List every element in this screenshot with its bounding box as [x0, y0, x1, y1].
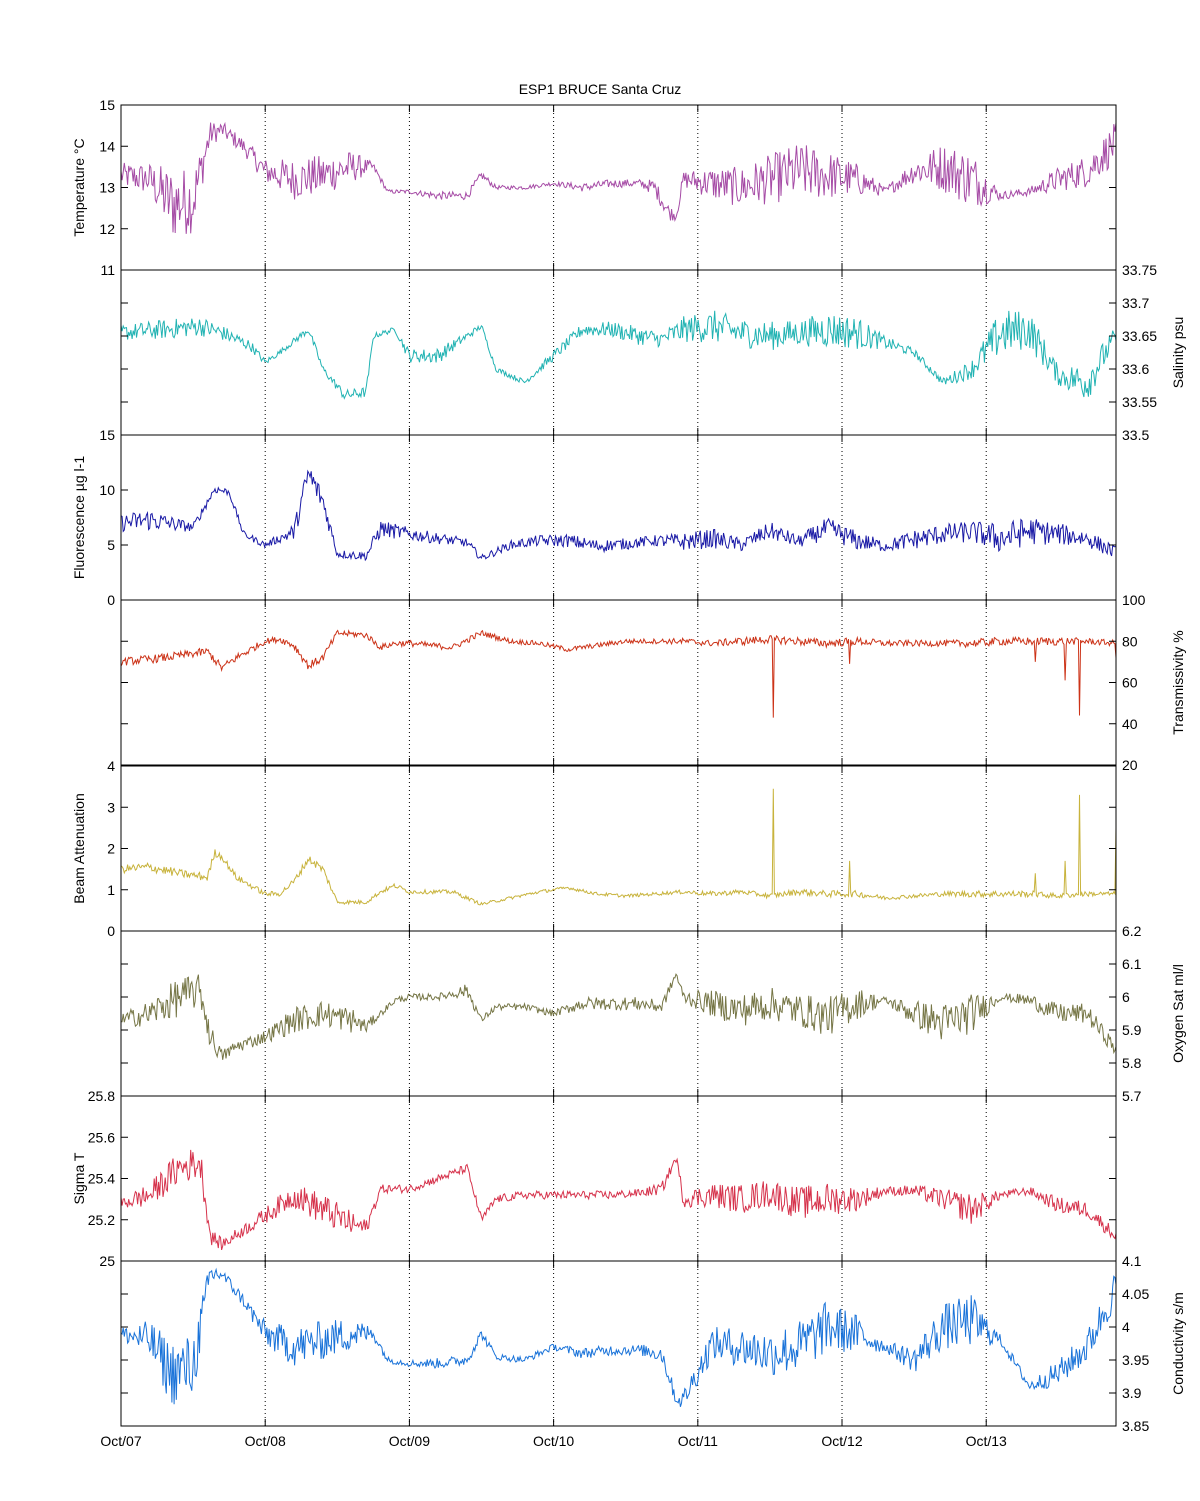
y-tick-label: 5.8	[1122, 1055, 1142, 1071]
panel-transmissivity: 20 40 60 80 100 Transmissivity %	[120, 592, 1186, 773]
y-axis-label-conductivity-s-m: Conductivity s/m	[1170, 1292, 1186, 1395]
y-tick-label: 33.75	[1122, 262, 1157, 278]
x-tick-label: Oct/12	[821, 1433, 862, 1449]
y-tick-label: 25	[99, 1253, 115, 1269]
y-tick-label: 25.6	[88, 1129, 115, 1145]
series-line-fluorescence-g-l-1	[120, 469, 1117, 562]
y-tick-label: 3.85	[1122, 1418, 1149, 1434]
y-tick-label: 2	[107, 841, 115, 857]
x-tick-label: Oct/11	[678, 1433, 718, 1449]
y-tick-label: 6.2	[1122, 923, 1142, 939]
y-tick-label: 33.6	[1122, 361, 1149, 377]
y-tick-label: 33.55	[1122, 394, 1157, 410]
y-tick-label: 3	[107, 799, 115, 815]
y-tick-label: 14	[99, 138, 115, 154]
y-tick-label: 80	[1122, 633, 1138, 649]
y-tick-label: 4.05	[1122, 1286, 1149, 1302]
y-axis-label-sigma-t: Sigma T	[71, 1152, 87, 1204]
y-tick-label: 10	[99, 482, 115, 498]
y-tick-label: 33.65	[1122, 328, 1157, 344]
y-tick-label: 60	[1122, 675, 1138, 691]
y-tick-label: 11	[100, 262, 115, 278]
series-line-oxygen-sat-ml-l	[121, 973, 1117, 1060]
y-axis-label-oxygen-sat-ml-l: Oxygen Sat ml/l	[1170, 964, 1186, 1063]
y-tick-label: 12	[99, 221, 115, 237]
x-tick-label: Oct/13	[966, 1433, 1007, 1449]
y-tick-label: 25.8	[88, 1088, 115, 1104]
y-tick-label: 33.5	[1122, 427, 1149, 443]
y-tick-label: 33.7	[1122, 295, 1149, 311]
y-tick-label: 0	[107, 592, 115, 608]
y-tick-label: 5.7	[1122, 1088, 1142, 1104]
y-tick-label: 100	[1122, 592, 1146, 608]
x-tick-label: Oct/09	[389, 1433, 430, 1449]
y-axis-label-fluorescence-g-l-1: Fluorescence µg l-1	[71, 456, 87, 579]
y-tick-label: 25.2	[88, 1212, 115, 1228]
panel-frame	[120, 1260, 1117, 1427]
y-tick-label: 0	[107, 923, 115, 939]
x-tick-label: Oct/10	[533, 1433, 574, 1449]
y-tick-label: 25.4	[88, 1171, 115, 1187]
y-tick-label: 13	[99, 180, 115, 196]
series-line-beam-attenuation	[120, 788, 1117, 906]
y-tick-label: 15	[99, 97, 115, 113]
series-line-sigma-t	[120, 1149, 1117, 1251]
y-axis-label-salinity-psu: Salinity psu	[1170, 317, 1186, 389]
series-line-conductivity-s-m	[120, 1267, 1117, 1407]
chart-title: ESP1 BRUCE Santa Cruz	[519, 81, 682, 97]
x-tick-label: Oct/07	[100, 1433, 141, 1449]
y-tick-label: 6.1	[1122, 956, 1142, 972]
y-tick-label: 15	[99, 427, 115, 443]
y-axis-label-beam-attenuation: Beam Attenuation	[71, 793, 87, 904]
panel-conductivity-s-m: 3.85 3.9 3.95 4 4.05 4.1 Conductivity s/m	[120, 1253, 1186, 1434]
y-tick-label: 1	[107, 882, 115, 898]
y-tick-label: 5	[107, 537, 115, 553]
y-tick-label: 3.95	[1122, 1352, 1149, 1368]
x-axis: Oct/07 Oct/08 Oct/09 Oct/10 Oct/11 Oct/12 Oct/…	[100, 1433, 1007, 1449]
panel-salinity-psu: 33.5 33.55 33.6 33.65 33.7 33.75 Salinity psu	[120, 262, 1186, 443]
series-line-transmissivity	[120, 629, 1117, 718]
panel-oxygen-sat-ml-l: 5.7 5.8 5.9 6 6.1 6.2 Oxygen Sat ml/l	[120, 923, 1186, 1104]
x-tick-label: Oct/08	[245, 1433, 286, 1449]
y-axis-label-transmissivity: Transmissivity %	[1170, 630, 1186, 735]
y-tick-label: 4.1	[1122, 1253, 1142, 1269]
y-tick-label: 6	[1122, 989, 1130, 1005]
y-tick-label: 4	[1122, 1319, 1130, 1335]
y-tick-label: 3.9	[1122, 1385, 1142, 1401]
series-line-temperature-c	[120, 121, 1117, 234]
y-tick-label: 4	[107, 758, 115, 774]
y-tick-label: 5.9	[1122, 1022, 1142, 1038]
series-line-salinity-psu	[120, 310, 1117, 400]
y-tick-label: 20	[1122, 757, 1138, 773]
y-tick-label: 40	[1122, 716, 1138, 732]
y-axis-label-temperature-c: Temperature °C	[71, 138, 87, 236]
